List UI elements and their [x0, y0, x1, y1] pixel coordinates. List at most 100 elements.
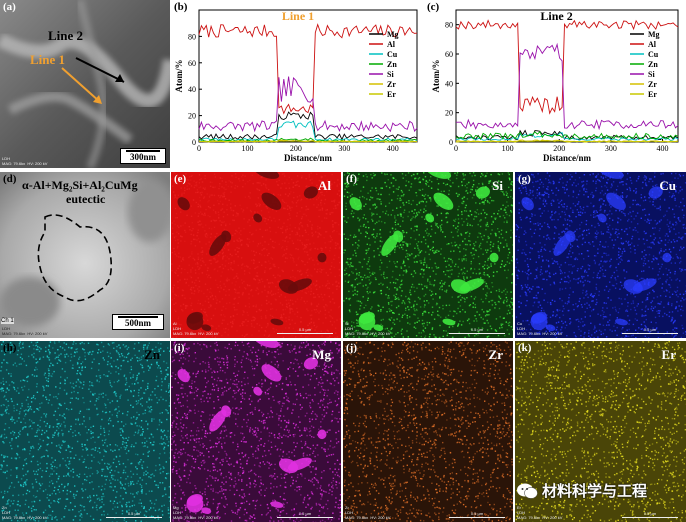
meta-h: Zn LDH MAG: 79.6kx HV: 200 kV — [2, 505, 48, 520]
legend-label-si: Si — [648, 70, 655, 79]
scalebar-h: 0.5 µm — [106, 511, 162, 518]
panel-label-g: (g) — [518, 173, 531, 185]
watermark-text: 材料科学与工程 — [542, 482, 648, 500]
map-zr — [343, 341, 513, 522]
chart-title: Line 2 — [540, 9, 572, 23]
scalebar-label-k: 0.5 µm — [643, 511, 657, 516]
panel-label-c: (c) — [427, 1, 440, 13]
meta-d: LDH MAG: 79.6kx HV: 200 kV — [2, 326, 48, 336]
x-tick-label: 300 — [338, 144, 350, 153]
legend-label-al: Al — [387, 40, 396, 49]
x-tick-label: 300 — [605, 144, 617, 153]
panel-label-a: (a) — [3, 1, 16, 13]
scalebar-label-g: 0.5 µm — [643, 327, 657, 332]
scalebar-label-e: 0.5 µm — [298, 327, 312, 332]
x-axis-label: Distance/nm — [284, 153, 333, 163]
meta-g: Cu LDH MAG: 79.6kx HV: 200 kV — [517, 321, 563, 336]
chart-title: Line 1 — [282, 9, 314, 23]
meta-a: LDH MAG: 79.6kx HV: 200 kV — [2, 156, 48, 166]
arrow-line1 — [61, 67, 101, 103]
plot-frame — [198, 9, 418, 143]
line-chart-c: 0 100 200 300 400 0 20 40 60 80 Distance/nm Atom/% L… — [431, 9, 679, 163]
arrowhead-line1-icon — [93, 95, 102, 104]
map-si — [343, 172, 513, 338]
scalebar-label-h: 0.5 µm — [127, 511, 141, 516]
y-tick-label: 0 — [449, 138, 453, 147]
element-label-cu: Cu — [659, 178, 676, 193]
panel-label-h: (h) — [3, 342, 17, 354]
map-er — [515, 341, 686, 522]
meta-i: Mg LDH MAG: 79.6kx HV: 200 kV — [173, 505, 219, 520]
legend-label-si: Si — [387, 70, 394, 79]
element-label-zn: Zn — [144, 347, 160, 362]
map-mg — [171, 341, 341, 522]
x-axis-label: Distance/nm — [543, 153, 592, 163]
ch-label: Ch 1 — [1, 318, 14, 324]
x-tick-label: 0 — [197, 144, 201, 153]
scalebar-label-f: 0.5 µm — [470, 327, 484, 332]
element-label-er: Er — [661, 347, 676, 362]
scalebar-g: 0.5 µm — [622, 327, 678, 334]
series-al — [455, 19, 679, 115]
legend-label-cu: Cu — [387, 50, 398, 59]
panel-b: 0 100 200 300 400 0 20 40 60 80 Distance/nm Atom/% L… — [171, 0, 423, 168]
element-label-al: Al — [318, 178, 331, 193]
panel-label-i: (i) — [174, 342, 185, 354]
panel-label-f: (f) — [346, 173, 357, 185]
tem-image-d — [0, 172, 170, 338]
series-si — [198, 76, 418, 133]
legend-label-zn: Zn — [648, 60, 658, 69]
caption-d-1: α-Al+Mg₂Si+Al₂CuMg — [22, 178, 138, 192]
legend-label-cu: Cu — [648, 50, 659, 59]
panel-label-d: (d) — [3, 173, 17, 185]
eds-map-zn: (h) Zn Zn LDH MAG: 79.6kx HV: 200 kV 0.5 µm — [0, 341, 170, 522]
series-er — [455, 140, 679, 143]
panel-a: (a) Line 2 Line 1 300nm LDH MAG: 79.6kx … — [0, 0, 170, 168]
scalebar-e: 0.5 µm — [277, 327, 333, 334]
arrowhead-line2-icon — [115, 74, 124, 82]
legend-label-zn: Zn — [387, 60, 397, 69]
y-axis-label: Atom/% — [174, 60, 184, 93]
map-al — [171, 172, 341, 338]
panel-d: (d) α-Al+Mg₂Si+Al₂CuMg eutectic 500nm Ch… — [0, 172, 170, 338]
wechat-icon — [517, 483, 538, 499]
y-tick-label: 40 — [188, 85, 196, 94]
scalebar-label-j: 0.5 µm — [470, 511, 484, 516]
legend-label-zr: Zr — [648, 80, 657, 89]
series-si — [455, 42, 679, 131]
tem-image-a — [0, 0, 170, 168]
panel-label-e: (e) — [174, 173, 187, 185]
eds-map-mg: (i) Mg Mg LDH MAG: 79.6kx HV: 200 kV 0.5 µm — [171, 341, 341, 522]
legend-label-er: Er — [648, 90, 657, 99]
legend-label-zr: Zr — [387, 80, 396, 89]
legend-label-er: Er — [387, 90, 396, 99]
y-tick-label: 80 — [188, 32, 196, 41]
legend-label-al: Al — [648, 40, 657, 49]
y-axis-label: Atom/% — [431, 60, 441, 93]
x-tick-label: 100 — [241, 144, 253, 153]
element-label-si: Si — [492, 178, 503, 193]
scalebar-k: 0.5 µm — [622, 511, 678, 518]
scalebar-i: 0.5 µm — [277, 511, 333, 518]
x-tick-label: 400 — [657, 144, 669, 153]
meta-k: Er LDH MAG: 79.6kx HV: 200 kV — [517, 505, 563, 520]
y-tick-label: 20 — [445, 109, 453, 118]
watermark: 材料科学与工程 — [516, 480, 647, 501]
y-tick-label: 60 — [445, 50, 453, 59]
x-tick-label: 0 — [454, 144, 458, 153]
series-zn — [455, 131, 679, 141]
meta-j: Zr LDH MAG: 79.6kx HV: 200 kV — [345, 505, 391, 520]
scalebar-d: 500nm — [112, 314, 164, 330]
series-er — [198, 140, 418, 143]
annot-line1: Line 1 — [30, 52, 66, 67]
meta-f: Si LDH MAG: 79.6kx HV: 200 kV — [345, 321, 391, 336]
series-mg — [198, 111, 418, 141]
map-cu — [515, 172, 686, 338]
eutectic-boundary — [37, 214, 113, 302]
y-tick-label: 40 — [445, 79, 453, 88]
panel-label-k: (k) — [518, 342, 532, 354]
plot-frame — [455, 9, 679, 143]
line-chart-b: 0 100 200 300 400 0 20 40 60 80 Distance/nm Atom/% L… — [174, 9, 418, 163]
panel-label-j: (j) — [346, 342, 357, 354]
series-al — [198, 23, 418, 115]
